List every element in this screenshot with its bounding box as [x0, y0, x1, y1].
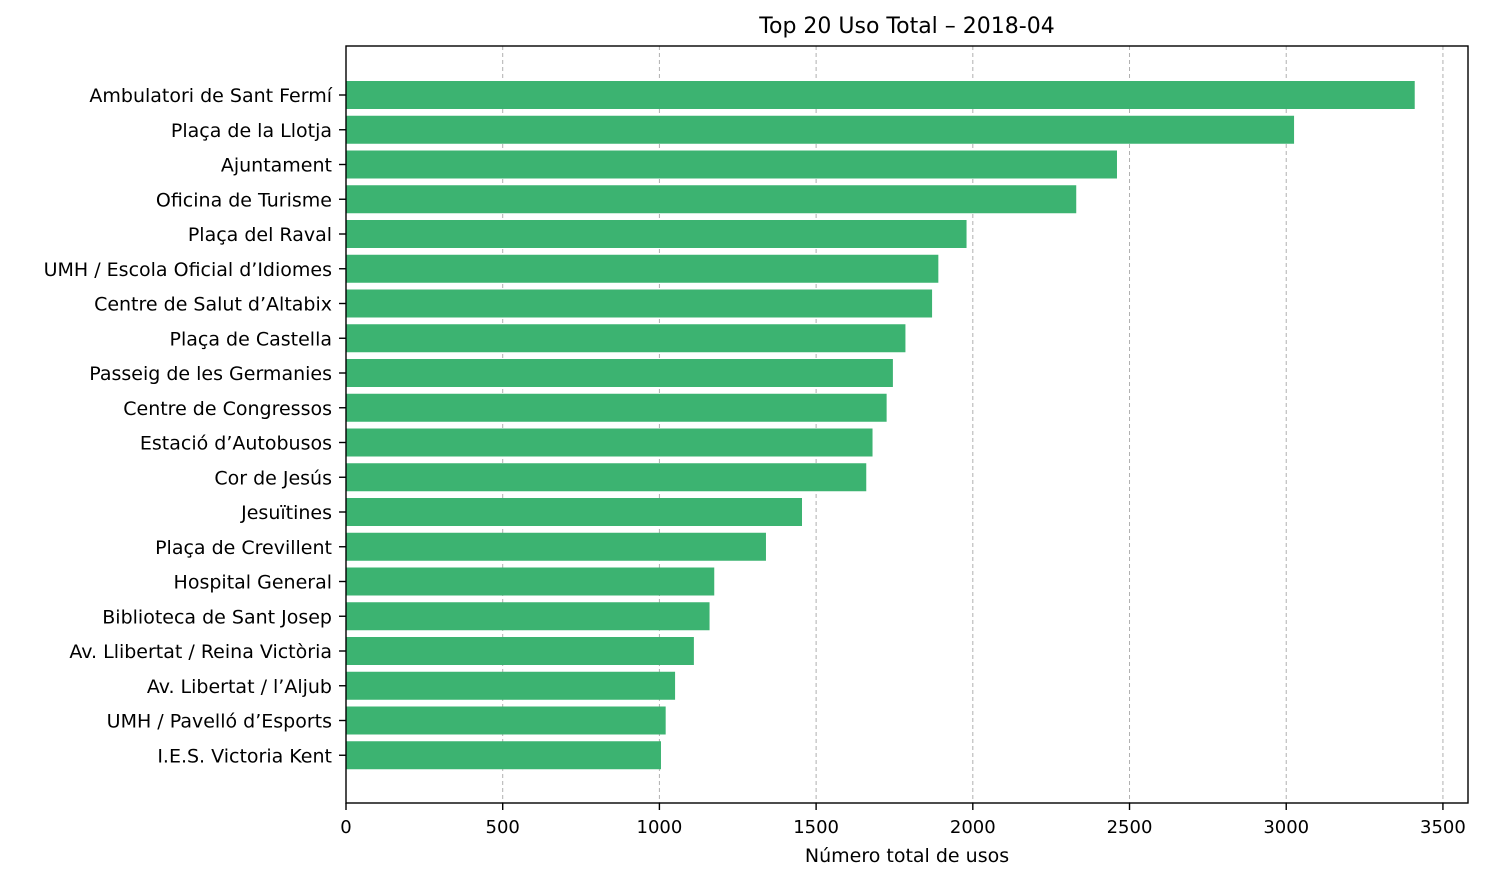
category-label: Plaça de Crevillent [155, 537, 332, 559]
x-tick-label: 3500 [1420, 817, 1466, 838]
bar [346, 254, 939, 283]
x-tick-label: 1500 [793, 817, 839, 838]
bar [346, 393, 887, 422]
category-label: Hospital General [174, 572, 332, 594]
category-label: Centre de Salut d’Altabix [94, 294, 332, 316]
category-label: Centre de Congressos [123, 398, 332, 420]
x-axis-ticks: 0 500 1000 1500 2000 2500 3000 3500 [340, 803, 1466, 838]
bar [346, 706, 666, 735]
x-tick-label: 2500 [1107, 817, 1153, 838]
category-label: Av. Llibertat / Reina Victòria [69, 641, 332, 663]
bar [346, 463, 867, 492]
category-label: Plaça de la Llotja [171, 120, 332, 142]
bar [346, 567, 715, 596]
bar [346, 741, 661, 770]
bar [346, 220, 967, 248]
category-label: UMH / Escola Oficial d’Idiomes [44, 259, 332, 281]
x-axis-label: Número total de usos [805, 845, 1009, 867]
bars [346, 81, 1415, 770]
bar [346, 289, 933, 318]
chart-title: Top 20 Uso Total – 2018-04 [758, 14, 1054, 39]
bar [346, 498, 803, 526]
x-tick-label: 3000 [1263, 817, 1309, 838]
category-label: Plaça de Castella [170, 328, 332, 350]
category-label: Oficina de Turisme [156, 189, 332, 211]
category-label: Cor de Jesús [214, 467, 332, 489]
plot-frame [345, 45, 1469, 804]
x-tick-label: 1000 [637, 817, 683, 838]
category-label: UMH / Pavelló d’Esports [107, 711, 332, 733]
bar [346, 150, 1117, 179]
bar [346, 359, 893, 387]
bar [346, 324, 906, 353]
category-label: Biblioteca de Sant Josep [102, 606, 332, 628]
category-label: I.E.S. Victoria Kent [157, 745, 332, 767]
category-label: Ajuntament [221, 155, 332, 177]
bar [346, 115, 1295, 144]
bar [346, 637, 694, 665]
bar [346, 532, 766, 561]
x-tick-label: 500 [486, 817, 520, 838]
category-label: Ambulatori de Sant Fermí [89, 85, 332, 107]
x-tick-label: 0 [340, 817, 351, 838]
category-label: Estació d’Autobusos [140, 433, 332, 455]
category-label: Jesuïtines [240, 502, 332, 524]
bar [346, 428, 873, 457]
bar [346, 602, 710, 631]
category-label: Av. Libertat / l’Aljub [147, 676, 332, 698]
x-tick-label: 2000 [950, 817, 996, 838]
bar [346, 81, 1415, 109]
category-label: Plaça del Raval [188, 224, 332, 246]
bar [346, 185, 1077, 214]
category-labels: Ambulatori de Sant Fermí Plaça de la Llot… [44, 85, 346, 767]
bar [346, 671, 676, 700]
category-label: Passeig de les Germanies [89, 363, 332, 385]
